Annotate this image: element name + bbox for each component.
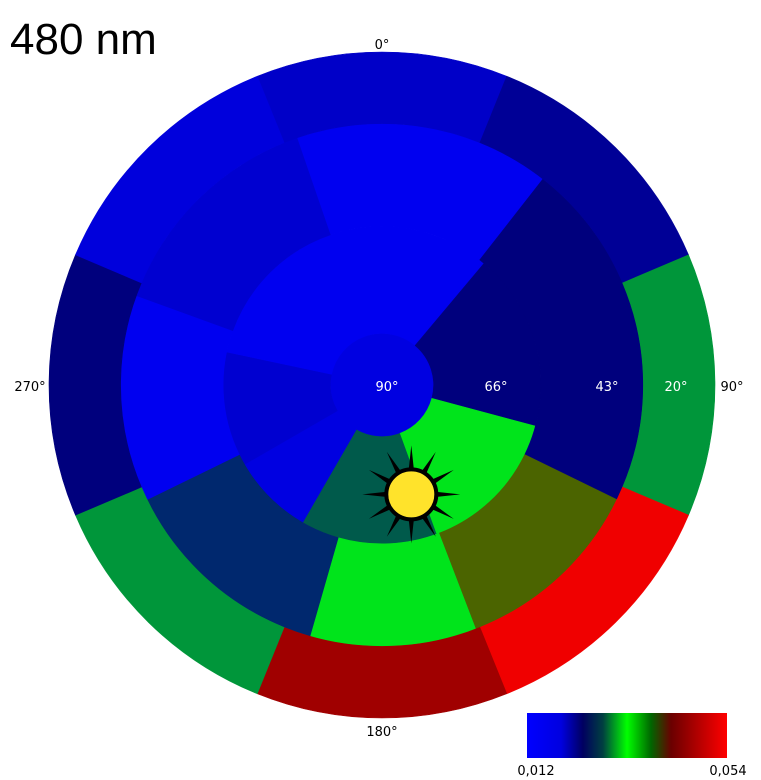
ring-20-sector-7: [75, 75, 285, 284]
sun-icon: [362, 445, 461, 544]
elevation-label-43: 43°: [595, 380, 618, 395]
azimuth-label-90: 90°: [720, 380, 743, 395]
sky-sectors: [48, 51, 716, 719]
azimuth-label-180: 180°: [366, 725, 397, 740]
chart-title: 480 nm: [10, 15, 157, 64]
elevation-label-66: 66°: [484, 380, 507, 395]
azimuth-label-270: 270°: [14, 380, 45, 395]
colorbar-max-label: 0,054: [709, 764, 746, 779]
colorbar: [527, 713, 727, 758]
elevation-label-20: 20°: [664, 380, 687, 395]
azimuth-label-0: 0°: [375, 38, 390, 53]
colorbar-min-label: 0,012: [517, 764, 554, 779]
sun-rays: [362, 445, 461, 544]
elevation-label-90: 90°: [375, 380, 398, 395]
sun-disc: [384, 467, 439, 522]
